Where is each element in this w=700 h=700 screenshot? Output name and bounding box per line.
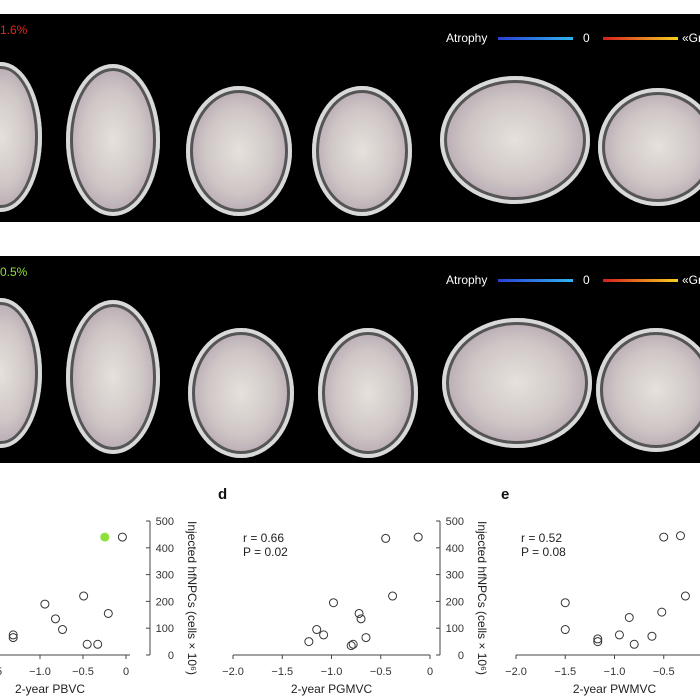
x-tick-label: −1.0 [321,666,343,678]
data-point [117,532,127,542]
data-point [346,641,356,651]
y-tick-label: 0 [168,650,174,662]
data-point [593,634,603,644]
correlation-r-label: r = 0.66 [243,531,284,545]
x-tick-label: 0 [427,666,433,678]
sagittal-slice-1 [442,318,592,448]
data-point [647,631,657,641]
data-point [614,630,624,640]
data-point [82,639,92,649]
p-value-label: P = 0.08 [521,545,566,559]
y-tick-label: 300 [446,570,464,582]
data-point [629,639,639,649]
data-point [624,612,634,622]
data-point [381,533,391,543]
correlation-r-label: r = 0.52 [521,531,562,545]
percent-change-label: 0.5% [0,265,28,279]
partial-axial-slice [0,62,42,212]
coronal-slice-2 [318,328,418,458]
y-axis-label: Injected hfNPCs (cells × 10⁶) [475,521,489,675]
x-tick-label: −0.5 [370,666,392,678]
x-tick-label: 0 [123,666,129,678]
sagittal-slice-2 [598,88,700,206]
data-point [680,591,690,601]
sagittal-slice-2 [596,328,700,452]
panel-label: d [218,486,227,503]
data-point [348,639,358,649]
x-tick-label: −1.5 [554,666,576,678]
x-tick-label: −2.0 [222,666,244,678]
y-tick-label: 200 [156,596,174,608]
data-point [58,625,68,635]
y-tick-label: 100 [156,623,174,635]
data-point [50,614,60,624]
data-point [560,598,570,608]
data-point [319,630,329,640]
atrophy-colorbar [498,37,573,40]
scatter-plots: −1.0 −0.5 0 5 2-year PBVC 0 100 200 300 400 500 Inj… [0,486,700,696]
y-axis-label: Injected hfNPCs (cells × 10⁶) [185,521,199,675]
zero-label: 0 [583,31,590,45]
atrophy-label: Atrophy [446,31,488,45]
data-point [312,625,322,635]
data-point [8,633,18,643]
x-axis-label: 2-year PGMVC [291,682,373,696]
data-point [413,532,423,542]
y-tick-label: 200 [446,596,464,608]
highlighted-data-point [100,532,110,542]
data-point [328,598,338,608]
coronal-slice-1 [186,86,292,216]
partial-axial-slice [0,298,42,448]
coronal-slice-2 [312,86,412,216]
mri-panel-top: 1.6% Atrophy 0 «Gr [0,14,700,222]
data-point [40,599,50,609]
data-point [8,630,18,640]
panel-label: e [501,486,509,503]
mri-panel-bottom: 0.5% Atrophy 0 «Gr [0,256,700,463]
axial-slice [66,64,160,216]
x-tick-label: −0.5 [653,666,675,678]
x-tick-label: −0.5 [72,666,94,678]
data-point [388,591,398,601]
y-tick-label: 400 [446,543,464,555]
growth-label: «Gr [682,31,700,45]
data-point [103,608,113,618]
data-point [304,637,314,647]
x-tick-label: −1.5 [271,666,293,678]
x-tick-label: −1.0 [604,666,626,678]
axial-slice [66,300,160,454]
x-tick-label: 5 [0,666,2,678]
y-tick-label: 500 [156,516,174,528]
data-point [356,614,366,624]
data-point [93,639,103,649]
y-tick-label: 0 [458,650,464,662]
x-axis-label: 2-year PWMVC [573,682,657,696]
data-point [560,625,570,635]
data-point [593,637,603,647]
data-point [361,633,371,643]
p-value-label: P = 0.02 [243,545,288,559]
atrophy-colorbar [498,279,573,282]
percent-change-label: 1.6% [0,23,28,37]
data-point [354,608,364,618]
sagittal-slice-1 [440,76,590,204]
data-point [659,532,669,542]
data-point [675,531,685,541]
y-tick-label: 400 [156,543,174,555]
x-tick-label: −1.0 [29,666,51,678]
y-tick-label: 100 [446,623,464,635]
growth-colorbar [603,279,678,282]
growth-label: «Gr [682,273,700,287]
y-tick-label: 500 [446,516,464,528]
zero-label: 0 [583,273,590,287]
y-tick-label: 300 [156,570,174,582]
x-tick-label: −2.0 [505,666,527,678]
coronal-slice-1 [188,328,294,458]
data-point [657,607,667,617]
data-point [79,591,89,601]
growth-colorbar [603,37,678,40]
atrophy-label: Atrophy [446,273,488,287]
x-axis-label: 2-year PBVC [15,682,85,696]
